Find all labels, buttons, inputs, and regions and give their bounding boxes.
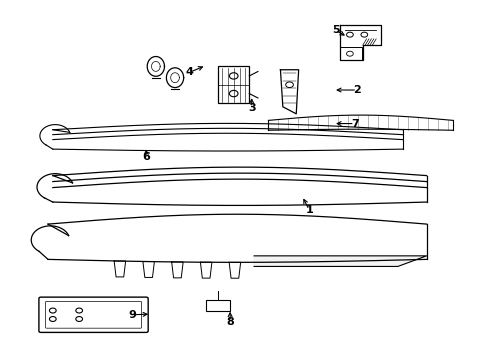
Text: 3: 3 — [247, 103, 255, 113]
Bar — [340, 47, 361, 60]
Text: 6: 6 — [142, 152, 150, 162]
Text: 8: 8 — [226, 317, 234, 327]
FancyBboxPatch shape — [39, 297, 148, 332]
Text: 1: 1 — [305, 205, 312, 215]
FancyBboxPatch shape — [45, 301, 141, 328]
Text: 5: 5 — [331, 25, 339, 35]
Text: 4: 4 — [185, 67, 193, 77]
Text: 7: 7 — [350, 118, 358, 129]
Bar — [206, 300, 230, 311]
Text: 2: 2 — [352, 85, 360, 95]
Text: 9: 9 — [128, 310, 136, 320]
Polygon shape — [254, 256, 426, 266]
Bar — [218, 66, 249, 103]
